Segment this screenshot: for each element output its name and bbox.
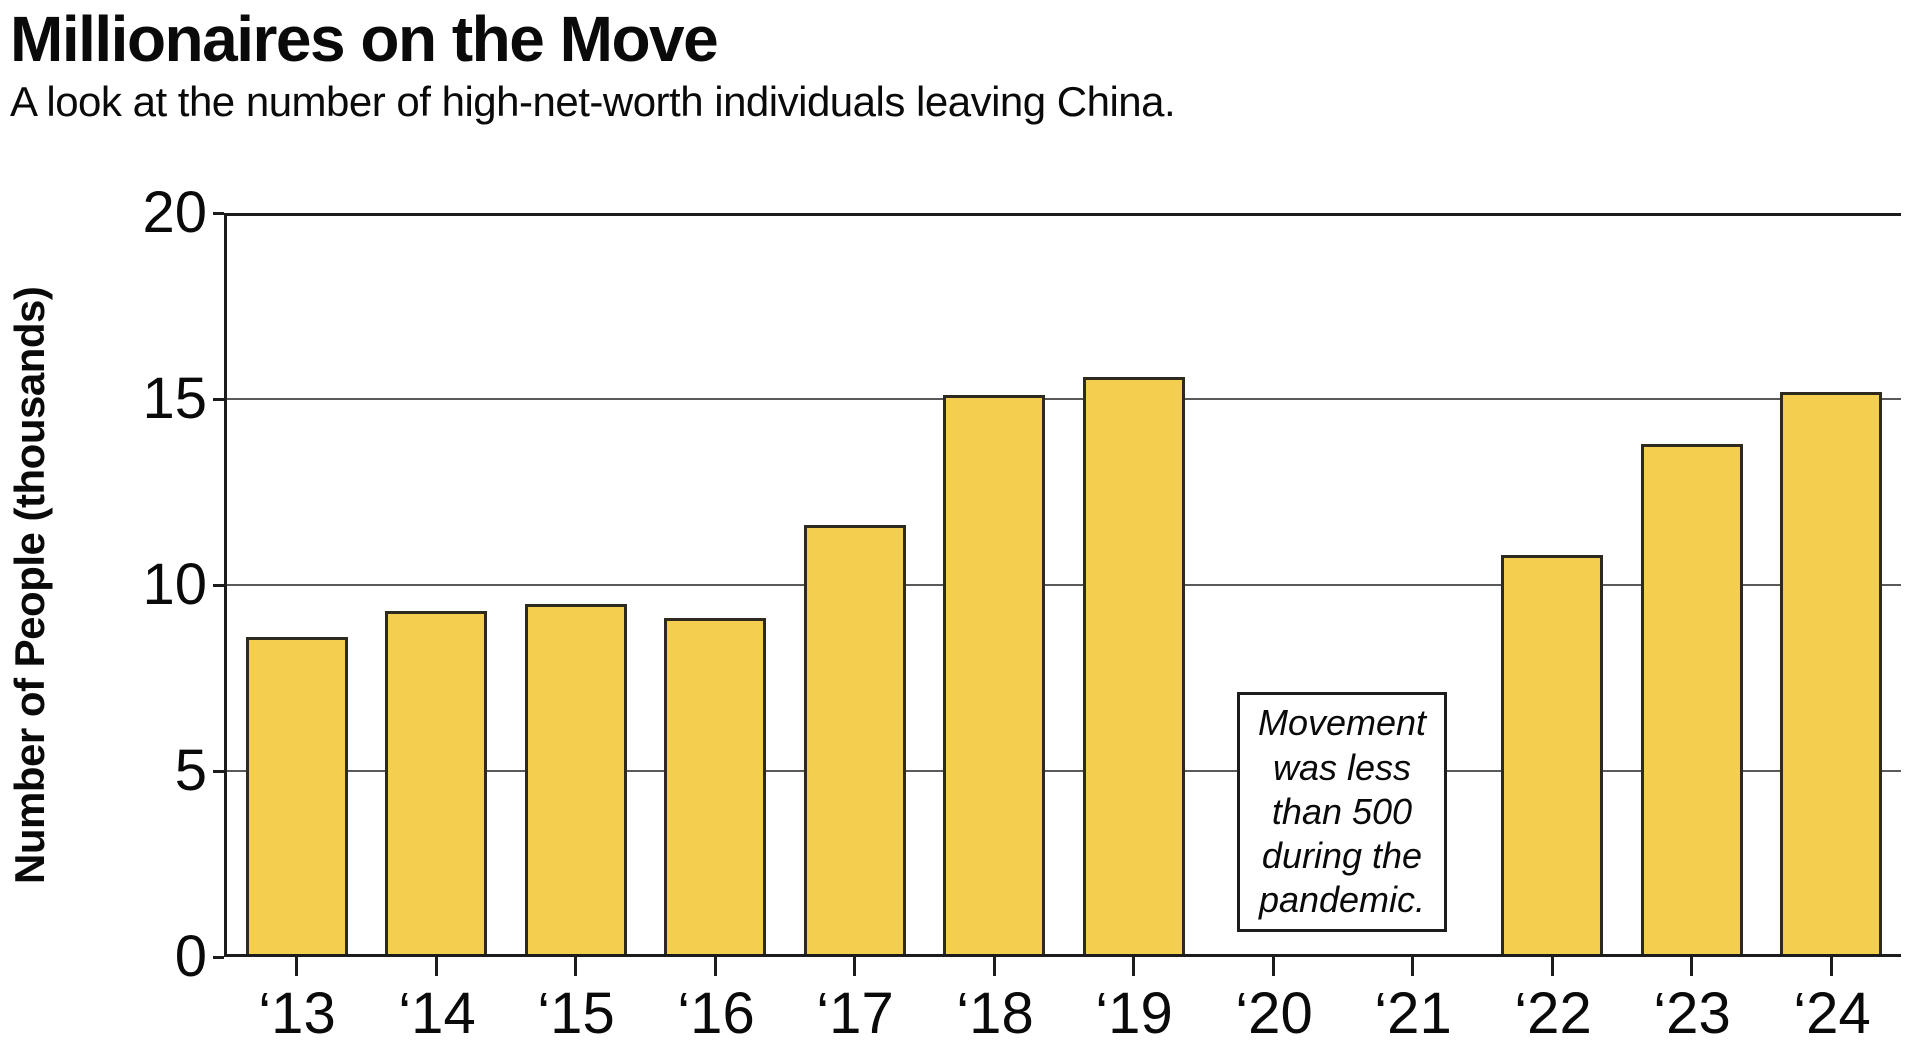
bar-18 — [943, 395, 1045, 954]
y-axis-line — [224, 213, 227, 957]
y-tick-label-10: 10 — [142, 552, 207, 617]
x-tick-mark-16 — [714, 957, 717, 976]
plot-top-border — [224, 213, 1901, 216]
x-tick-label-15: ‘15 — [537, 981, 615, 1046]
gridline-10 — [227, 584, 1901, 586]
x-tick-mark-23 — [1690, 957, 1693, 976]
x-tick-mark-22 — [1551, 957, 1554, 976]
chart-subtitle: A look at the number of high-net-worth i… — [10, 78, 1176, 125]
gridline-15 — [227, 398, 1901, 400]
gridline-5 — [227, 770, 1901, 772]
y-tick-label-0: 0 — [174, 924, 207, 989]
x-tick-label-23: ‘23 — [1653, 981, 1731, 1046]
x-tick-mark-21 — [1411, 957, 1414, 976]
x-tick-mark-17 — [853, 957, 856, 976]
x-tick-mark-13 — [295, 957, 298, 976]
annotation-text: Movement was less than 500 during the pa… — [1257, 702, 1427, 921]
x-tick-label-20: ‘20 — [1235, 981, 1313, 1046]
y-tick-label-15: 15 — [142, 366, 207, 431]
y-tick-mark-5 — [213, 770, 224, 773]
bar-19 — [1083, 377, 1185, 954]
x-tick-mark-14 — [435, 957, 438, 976]
x-tick-label-18: ‘18 — [956, 981, 1034, 1046]
y-axis-title: Number of People (thousands) — [6, 286, 53, 884]
x-tick-label-19: ‘19 — [1095, 981, 1173, 1046]
x-tick-mark-19 — [1132, 957, 1135, 976]
y-tick-mark-10 — [213, 584, 224, 587]
x-tick-label-22: ‘22 — [1514, 981, 1592, 1046]
x-axis-line — [224, 954, 1901, 957]
annotation-box: Movement was less than 500 during the pa… — [1237, 692, 1447, 932]
bar-15 — [525, 604, 627, 954]
bar-13 — [246, 637, 348, 954]
y-tick-mark-15 — [213, 398, 224, 401]
bar-22 — [1501, 555, 1603, 954]
bar-17 — [804, 525, 906, 954]
y-tick-mark-20 — [213, 212, 224, 215]
x-tick-label-21: ‘21 — [1374, 981, 1452, 1046]
x-tick-label-17: ‘17 — [816, 981, 894, 1046]
x-tick-label-13: ‘13 — [258, 981, 336, 1046]
x-tick-mark-24 — [1830, 957, 1833, 976]
x-tick-label-16: ‘16 — [677, 981, 755, 1046]
x-tick-label-14: ‘14 — [398, 981, 476, 1046]
bar-23 — [1641, 444, 1743, 954]
x-tick-mark-15 — [574, 957, 577, 976]
bar-16 — [664, 618, 766, 954]
bar-14 — [385, 611, 487, 954]
y-tick-label-20: 20 — [142, 180, 207, 245]
bar-24 — [1780, 392, 1882, 954]
chart-title: Millionaires on the Move — [10, 3, 719, 75]
x-tick-mark-20 — [1272, 957, 1275, 976]
x-tick-label-24: ‘24 — [1793, 981, 1871, 1046]
y-tick-label-5: 5 — [174, 738, 207, 803]
y-tick-mark-0 — [213, 956, 224, 959]
x-tick-mark-18 — [993, 957, 996, 976]
